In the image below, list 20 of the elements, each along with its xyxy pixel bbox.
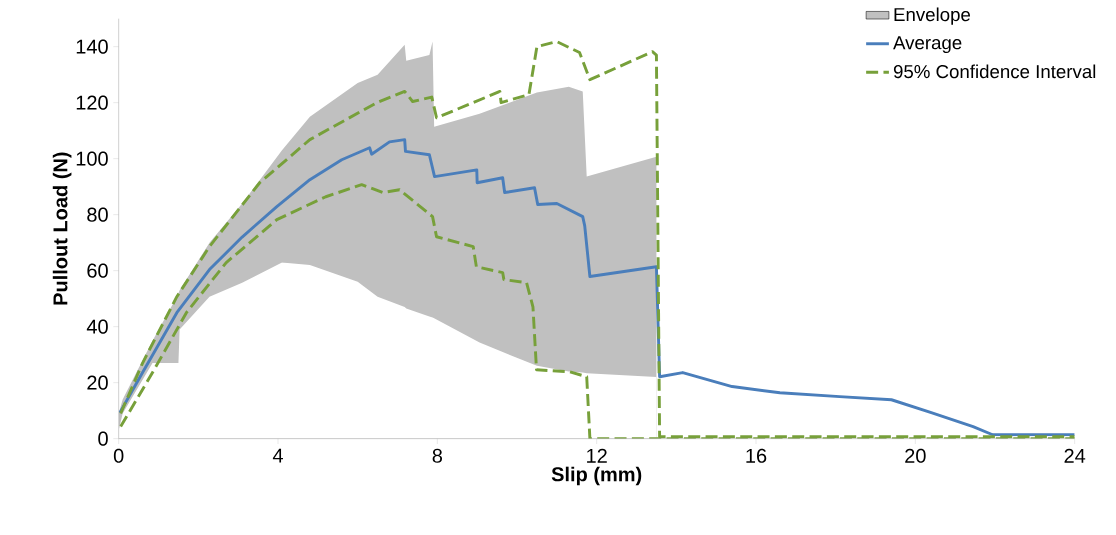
y-tick-label: 100: [76, 151, 108, 166]
x-axis-title: Slip (mm): [551, 466, 642, 486]
y-tick-label: 80: [87, 207, 108, 222]
y-tick-label: 20: [87, 375, 108, 390]
x-tick-label: 8: [432, 448, 443, 464]
legend-label: Average: [893, 36, 962, 54]
y-tick-label: 60: [87, 263, 108, 278]
legend-label: Envelope: [894, 7, 971, 26]
y-axis-title: Pullout Load (N): [52, 152, 72, 305]
x-tick-label: 24: [1064, 448, 1086, 463]
y-tick-label: 40: [86, 319, 108, 334]
x-tick-label: 12: [587, 448, 607, 463]
x-tick-label: 0: [113, 448, 124, 464]
y-tick-label: 120: [76, 95, 108, 110]
y-tick-label: 140: [76, 39, 108, 54]
legend-label: 95% Confidence Interval: [893, 64, 1096, 79]
x-tick-label: 16: [746, 448, 767, 464]
x-tick-label: 20: [905, 448, 926, 464]
y-tick-label: 0: [98, 431, 108, 446]
x-tick-label: 4: [272, 448, 283, 463]
